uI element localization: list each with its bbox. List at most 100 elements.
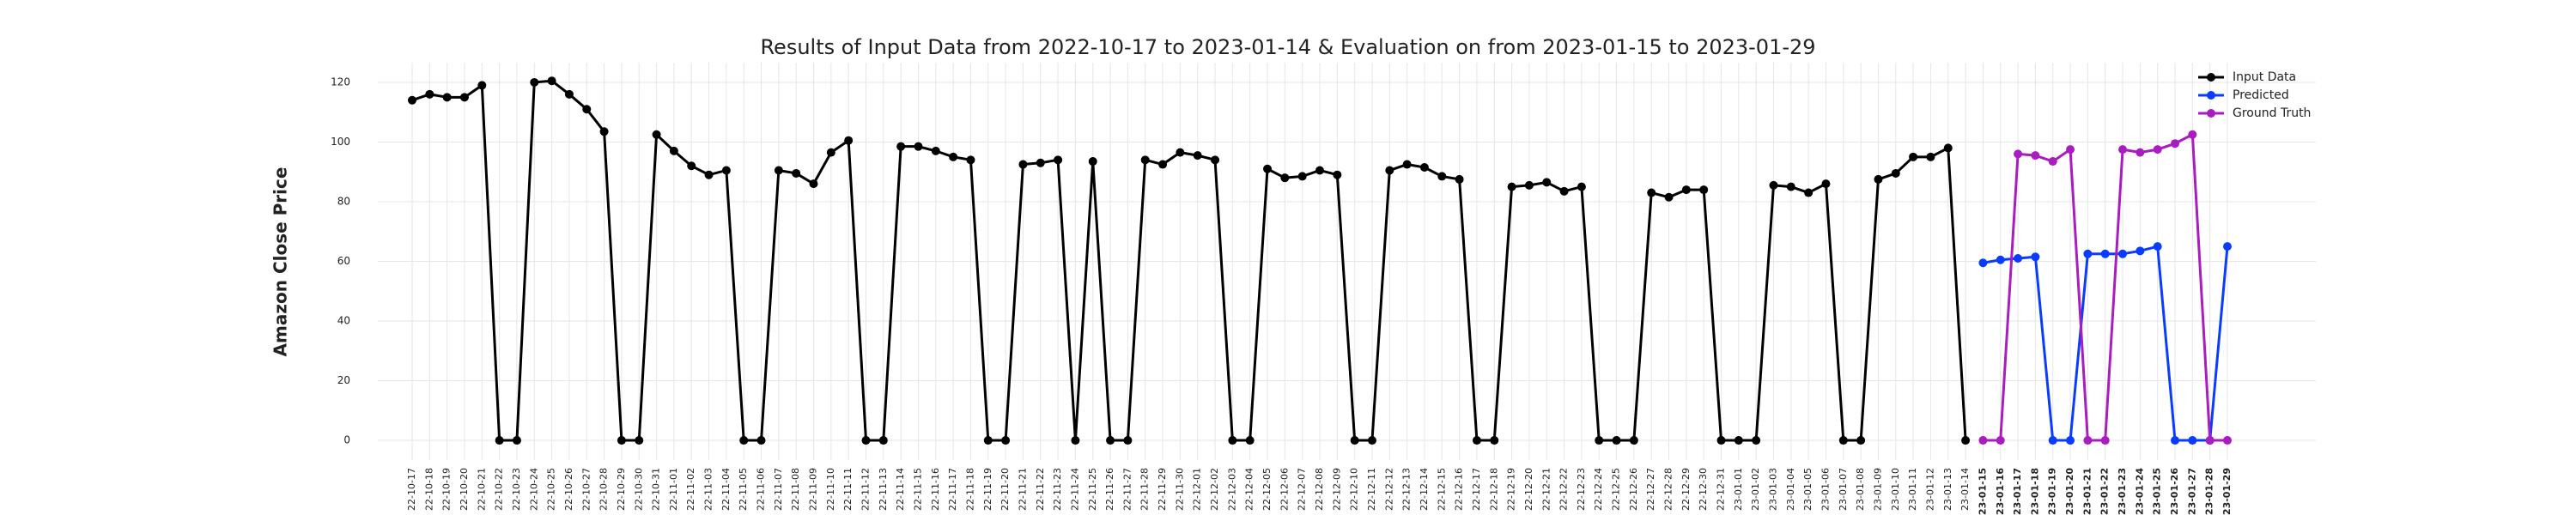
data-point: [1228, 436, 1237, 445]
y-tick-label: 0: [343, 434, 350, 446]
data-point: [2188, 130, 2197, 139]
x-tick-label: 23-01-14: [1959, 468, 1971, 511]
x-tick-label: 23-01-23: [2117, 468, 2128, 515]
data-point: [1978, 258, 1988, 268]
x-tick-label: 23-01-02: [1750, 468, 1761, 511]
data-point: [1245, 436, 1255, 445]
data-point: [652, 130, 661, 139]
y-tick-label: 80: [337, 195, 350, 207]
x-tick-label: 22-12-25: [1611, 468, 1622, 511]
x-tick-label: 23-01-19: [2047, 468, 2058, 515]
data-point: [2118, 145, 2128, 154]
x-tick-label: 22-12-12: [1383, 468, 1394, 511]
x-tick-label: 22-12-22: [1558, 468, 1570, 511]
x-tick-label: 23-01-11: [1907, 468, 1918, 511]
x-tick-label: 22-12-07: [1297, 468, 1308, 511]
x-tick-label: 22-10-26: [563, 468, 574, 511]
x-tick-label: 22-11-12: [860, 468, 872, 511]
x-tick-label: 22-11-23: [1052, 468, 1063, 511]
data-point: [2066, 436, 2075, 445]
data-point: [809, 179, 818, 189]
x-tick-label: 23-01-17: [2012, 468, 2023, 515]
data-point: [739, 436, 749, 445]
x-tick-label: 22-12-24: [1593, 468, 1604, 511]
data-point: [2014, 254, 2023, 264]
data-point: [896, 142, 906, 151]
x-tick-label: 22-12-14: [1419, 468, 1430, 511]
y-tick-label: 100: [331, 136, 350, 148]
data-point: [1664, 192, 1674, 202]
data-point: [1838, 436, 1848, 445]
data-point: [1542, 178, 1552, 187]
data-point: [547, 76, 556, 86]
data-point: [477, 81, 487, 90]
data-point: [2048, 157, 2057, 167]
x-tick-label: 23-01-15: [1977, 468, 1988, 515]
data-point: [861, 436, 871, 445]
data-point: [2136, 246, 2145, 256]
x-tick-label: 22-11-19: [982, 468, 993, 511]
data-point: [1804, 188, 1814, 197]
x-tick-label: 22-12-01: [1192, 468, 1203, 511]
x-tick-label: 22-12-23: [1576, 468, 1587, 511]
data-point: [1559, 186, 1569, 196]
x-tick-label: 22-10-31: [651, 468, 662, 511]
x-tick-label: 22-10-18: [423, 468, 434, 511]
x-tick-label: 22-12-15: [1436, 468, 1447, 511]
x-tick-label: 22-11-09: [808, 468, 819, 511]
data-point: [687, 161, 696, 171]
y-axis-label: Amazon Close Price: [270, 167, 291, 357]
data-point: [983, 436, 993, 445]
x-tick-label: 23-01-21: [2081, 468, 2093, 515]
x-tick-label: 22-12-20: [1523, 468, 1534, 511]
x-tick-label: 22-12-26: [1628, 468, 1639, 511]
data-point: [1036, 158, 1045, 167]
data-point: [878, 436, 888, 445]
x-tick-label: 22-12-03: [1226, 468, 1237, 511]
x-tick-label: 22-12-16: [1454, 468, 1465, 511]
data-point: [564, 89, 574, 99]
x-tick-label: 22-11-29: [1157, 468, 1168, 511]
x-tick-label: 22-11-15: [912, 468, 923, 511]
x-tick-label: 22-11-28: [1139, 468, 1151, 511]
data-point: [1193, 151, 1202, 161]
data-point: [1018, 160, 1028, 169]
legend-label: Input Data: [2233, 70, 2296, 84]
x-tick-label: 22-12-10: [1349, 468, 1360, 511]
data-point: [1699, 185, 1709, 195]
data-point: [1524, 180, 1534, 190]
data-point: [2100, 436, 2110, 445]
x-tick-label: 22-12-08: [1314, 468, 1325, 511]
data-point: [2136, 148, 2145, 157]
y-tick-label: 60: [337, 255, 350, 267]
x-tick-label: 22-12-06: [1279, 468, 1290, 511]
x-tick-label: 22-12-28: [1663, 468, 1674, 511]
x-tick-label: 22-11-24: [1069, 468, 1080, 511]
x-tick-label: 22-10-25: [546, 468, 557, 511]
data-point: [2048, 436, 2057, 445]
x-tick-label: 23-01-20: [2064, 468, 2075, 515]
data-point: [1996, 436, 2005, 445]
data-point: [1734, 436, 1743, 445]
x-tick-label: 22-11-21: [1017, 468, 1028, 511]
data-point: [459, 93, 469, 102]
x-tick-label: 23-01-22: [2099, 468, 2111, 515]
data-point: [1612, 436, 1621, 445]
x-tick-label: 22-11-16: [930, 468, 941, 511]
data-point: [442, 93, 452, 102]
data-point: [512, 436, 521, 445]
data-point: [704, 170, 714, 179]
x-tick-label: 22-12-21: [1540, 468, 1552, 511]
x-tick-label: 22-11-06: [756, 468, 767, 511]
data-point: [425, 89, 434, 99]
x-tick-label: 23-01-05: [1802, 468, 1814, 511]
x-tick-label: 22-10-30: [633, 468, 644, 511]
data-point: [1001, 436, 1011, 445]
x-tick-label: 22-11-17: [947, 468, 958, 511]
legend-label: Predicted: [2233, 88, 2289, 102]
data-point: [1071, 436, 1080, 445]
y-tick-label: 20: [337, 374, 350, 386]
data-point: [1367, 436, 1376, 445]
legend-marker: [2207, 109, 2215, 118]
